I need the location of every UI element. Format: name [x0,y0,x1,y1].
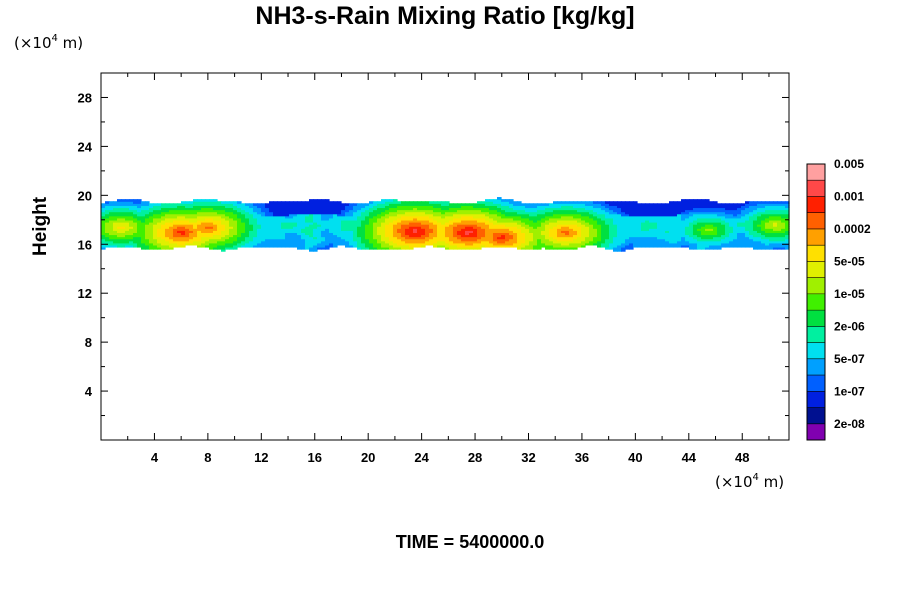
x-tick-label: 4 [151,450,159,465]
colorbar-swatch [807,391,825,408]
colorbar-swatch [807,310,825,327]
y-tick-label: 8 [85,335,92,350]
y-tick-label: 24 [78,139,93,154]
colorbar-label: 0.001 [834,189,864,203]
plot-frame [100,72,790,441]
colorbar-swatch [807,293,825,311]
x-tick-label: 48 [735,450,749,465]
colorbar-swatch [807,196,825,214]
x-tick-label: 40 [628,450,642,465]
colorbar-swatch [807,407,825,425]
colorbar-swatch [807,423,825,441]
y-tick-label: 12 [78,286,92,301]
chart-title: NH3-s-Rain Mixing Ratio [kg/kg] [255,2,635,30]
contour-cells [101,197,790,252]
colorbar-swatch [807,326,825,343]
colorbar-swatch [807,358,825,376]
colorbar-swatch [807,245,825,262]
colorbar-swatch [807,375,825,392]
colorbar-swatch [807,180,825,197]
colorbar-swatch [807,342,825,360]
y-tick-label: 28 [78,90,92,105]
colorbar-swatch [807,228,825,246]
colorbar-label: 0.0002 [834,222,871,236]
colorbar-frame [806,163,826,441]
x-tick-label: 32 [521,450,535,465]
y-tick-label: 16 [78,237,92,252]
x-tick-label: 24 [414,450,429,465]
x-tick-label: 16 [308,450,322,465]
x-axis-unit: (×104 m) [715,472,785,491]
contour-field [101,197,790,252]
colorbar: 2e-08 1e-07 5e-07 2e-06 1e-05 5e-05 0.0002 0.00… [806,157,871,441]
y-tick-label: 4 [85,384,93,399]
y-tick-label: 20 [78,188,92,203]
x-tick-label: 36 [575,450,589,465]
x-tick-label: 8 [204,450,211,465]
colorbar-swatch [807,212,825,230]
x-tick-label: 44 [682,450,697,465]
colorbar-label: 1e-05 [834,287,865,301]
x-tick-label: 20 [361,450,375,465]
colorbar-swatch [807,164,825,181]
colorbar-label: 0.005 [834,157,864,171]
colorbar-swatch [807,277,825,295]
colorbar-label: 5e-07 [834,352,865,366]
x-tick-label: 28 [468,450,482,465]
colorbar-label: 2e-06 [834,319,865,333]
colorbar-label: 2e-08 [834,417,865,431]
colorbar-label: 5e-05 [834,254,865,268]
colorbar-swatch [807,261,825,278]
x-tick-label: 12 [254,450,268,465]
time-label: TIME = 5400000.0 [395,532,545,552]
y-axis-unit: (×104 m) [14,33,84,52]
colorbar-label: 1e-07 [834,384,865,398]
